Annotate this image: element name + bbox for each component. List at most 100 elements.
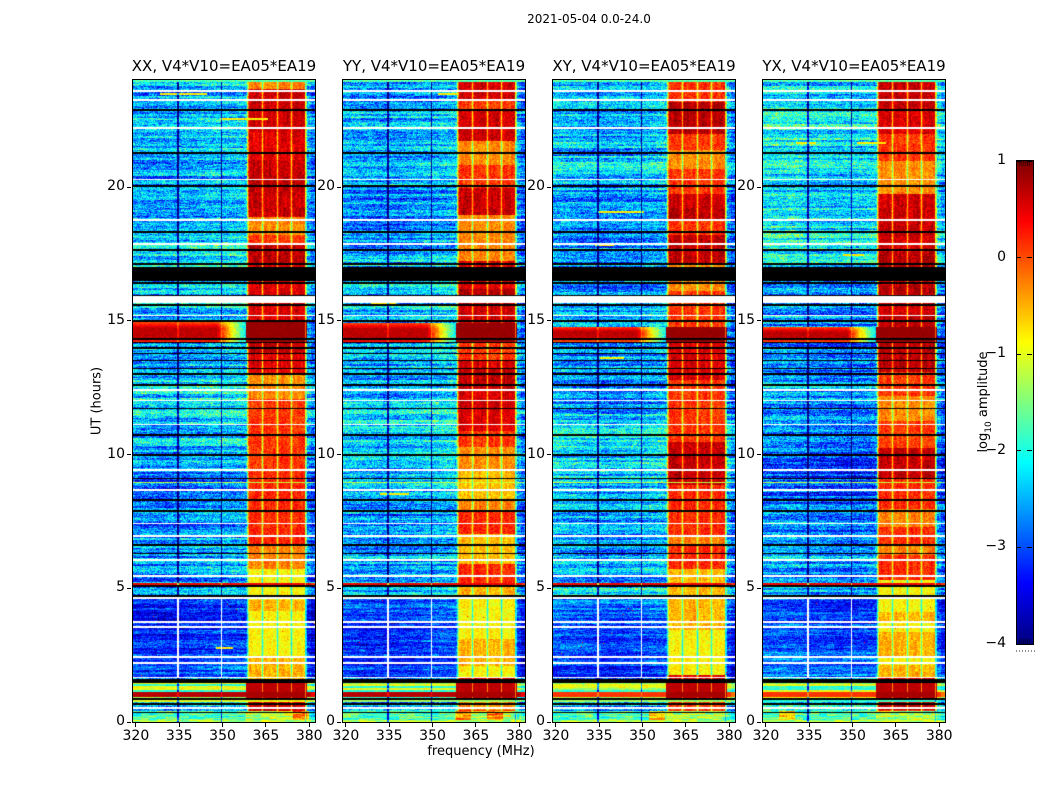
y-tick-mark — [757, 587, 761, 589]
colorbar-tick-dash-right — [1027, 160, 1032, 162]
y-tick-label: 10 — [107, 445, 125, 462]
x-tick-label: 350 — [419, 728, 446, 744]
y-tick-mark — [337, 320, 341, 322]
y-tick-mark — [127, 721, 131, 723]
x-tick-label: 320 — [542, 728, 570, 744]
y-tick-label: 15 — [107, 311, 125, 328]
y-tick-label: 20 — [737, 178, 755, 194]
colorbar-tick-dash-right — [1027, 257, 1032, 259]
panel-yx — [762, 79, 946, 723]
heatmap-canvas-xx — [133, 80, 315, 722]
x-tick-label: 350 — [209, 728, 236, 744]
x-tick-mark — [432, 723, 434, 727]
y-tick-label: 5 — [536, 579, 545, 596]
panel-title-xx: XX, V4*V10=EA05*EA19 — [131, 57, 317, 75]
colorbar-tick-label: −4 — [985, 635, 1006, 651]
y-tick-label: 5 — [326, 579, 335, 596]
colorbar-tick-dash-left — [1016, 257, 1021, 259]
panel-xy — [552, 79, 736, 723]
colorbar-tick-dash-right — [1027, 450, 1032, 452]
x-tick-label: 365 — [672, 728, 700, 744]
y-tick-label: 20 — [527, 178, 545, 194]
y-tick-label: 15 — [737, 311, 755, 328]
colorbar-tick-label: 1 — [997, 152, 1006, 168]
colorbar-tick-dash-right — [1027, 353, 1032, 355]
y-tick-mark — [337, 454, 341, 455]
x-tick-mark — [222, 723, 224, 727]
y-tick-label: 0 — [536, 713, 545, 729]
colorbar-tick-label: −1 — [985, 345, 1006, 362]
x-tick-label: 320 — [122, 728, 150, 744]
x-tick-mark — [895, 723, 897, 727]
y-tick-mark — [337, 721, 341, 723]
x-tick-mark — [642, 723, 644, 727]
x-tick-mark — [938, 723, 940, 727]
y-tick-mark — [547, 320, 551, 322]
panel-title-yy: YY, V4*V10=EA05*EA19 — [342, 57, 526, 75]
colorbar-label: log10 amplitude — [976, 351, 994, 452]
y-tick-label: 0 — [326, 713, 335, 729]
colorbar-tick-label: 0 — [997, 248, 1006, 265]
heatmap-canvas-xy — [553, 80, 735, 722]
x-tick-mark — [518, 723, 520, 727]
y-tick-mark — [337, 587, 341, 589]
x-tick-label: 365 — [252, 728, 280, 744]
y-tick-label: 10 — [527, 445, 545, 462]
y-tick-mark — [757, 454, 761, 455]
panel-title-xy: XY, V4*V10=EA05*EA19 — [552, 57, 736, 75]
x-tick-label: 365 — [462, 728, 490, 744]
x-tick-label: 320 — [332, 728, 360, 744]
x-tick-label: 380 — [505, 728, 533, 744]
x-tick-label: 380 — [295, 728, 323, 744]
y-tick-mark — [337, 186, 341, 188]
x-tick-mark — [808, 723, 810, 727]
colorbar-label-suffix: amplitude — [976, 351, 992, 422]
x-tick-label: 365 — [882, 728, 910, 744]
x-tick-label: 380 — [715, 728, 743, 744]
heatmap-canvas-yx — [763, 80, 945, 722]
x-tick-mark — [308, 723, 310, 727]
y-tick-label: 5 — [746, 579, 755, 596]
y-tick-mark — [547, 186, 551, 188]
heatmap-canvas-yy — [343, 80, 525, 722]
y-tick-label: 15 — [527, 311, 545, 328]
x-tick-mark — [265, 723, 267, 727]
panel-title-yx: YX, V4*V10=EA05*EA19 — [762, 57, 946, 75]
y-tick-label: 20 — [317, 178, 335, 194]
y-tick-mark — [127, 320, 131, 322]
y-tick-mark — [757, 721, 761, 723]
figure-title: 2021-05-04 0.0-24.0 — [527, 12, 651, 26]
y-tick-label: 0 — [746, 713, 755, 729]
x-tick-mark — [685, 723, 687, 727]
x-tick-mark — [345, 723, 347, 727]
x-tick-mark — [135, 723, 137, 727]
colorbar-tick-dash-left — [1016, 546, 1021, 548]
x-tick-label: 335 — [795, 728, 823, 744]
x-tick-label: 335 — [375, 728, 403, 744]
x-tick-label: 350 — [839, 728, 866, 744]
colorbar-frame — [1016, 160, 1034, 645]
y-tick-mark — [127, 454, 131, 455]
x-tick-label: 350 — [629, 728, 656, 744]
colorbar-tick-dash-right — [1027, 643, 1032, 645]
y-tick-label: 5 — [116, 579, 125, 596]
y-tick-mark — [127, 186, 131, 188]
y-tick-label: 15 — [317, 311, 335, 328]
y-tick-mark — [127, 587, 131, 589]
y-axis-label: UT (hours) — [89, 366, 105, 436]
x-tick-mark — [852, 723, 854, 727]
colorbar-underline-dots — [1016, 650, 1035, 652]
y-tick-mark — [757, 186, 761, 188]
colorbar-gradient — [1017, 161, 1033, 644]
x-axis-label: frequency (MHz) — [427, 744, 535, 759]
y-tick-mark — [757, 320, 761, 322]
y-tick-label: 0 — [116, 713, 125, 729]
y-tick-label: 10 — [317, 445, 335, 462]
x-tick-mark — [555, 723, 557, 727]
colorbar-label-sub: 10 — [983, 421, 994, 433]
panel-xx — [132, 79, 316, 723]
x-tick-mark — [178, 723, 180, 727]
colorbar-tick-dash-left — [1016, 160, 1021, 162]
y-tick-mark — [547, 721, 551, 723]
